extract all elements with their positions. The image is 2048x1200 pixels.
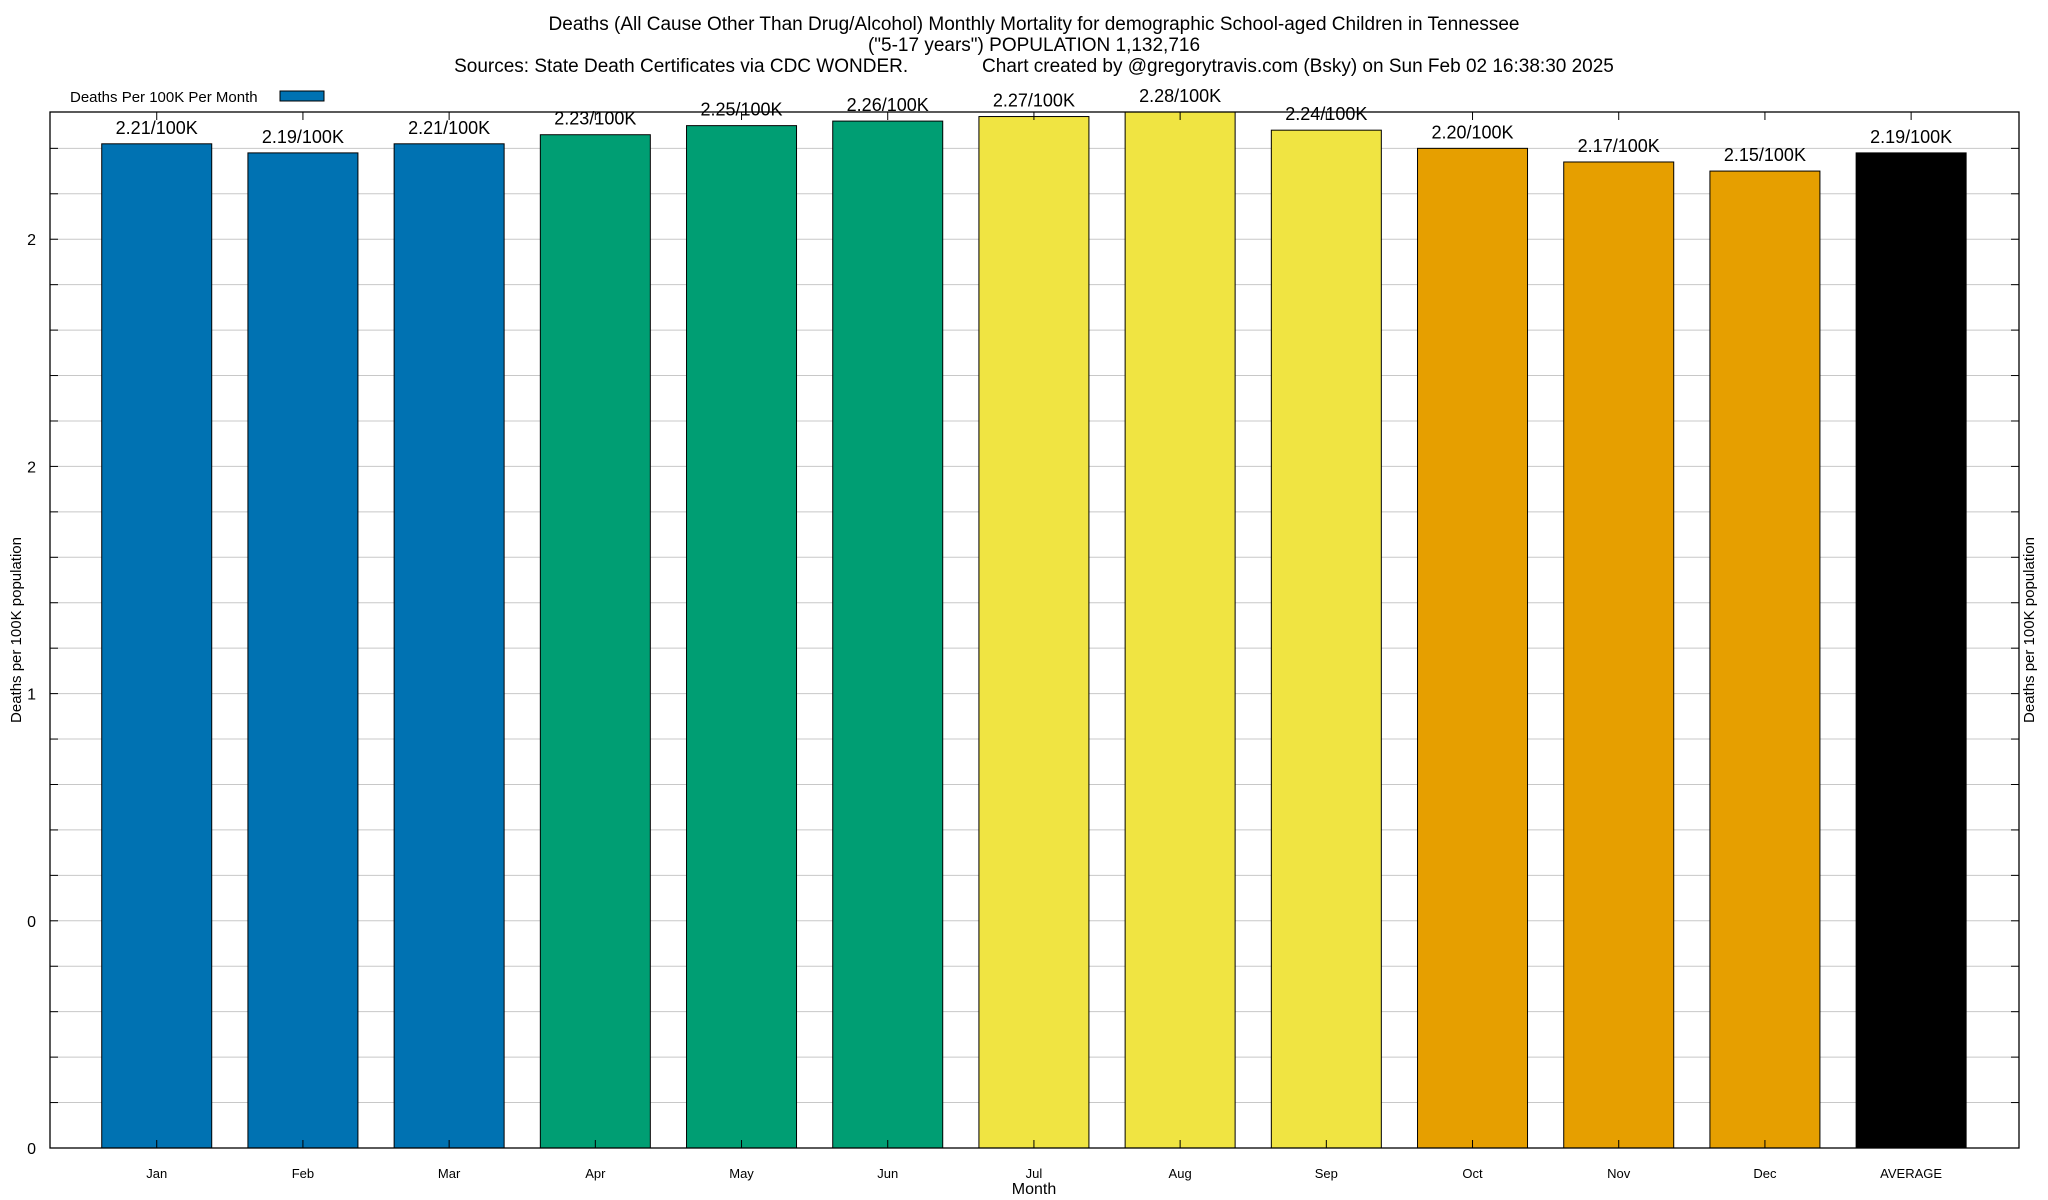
- bar-jan: [101, 143, 213, 1149]
- y2-axis-label: Deaths per 100K population: [2021, 537, 2038, 723]
- y-tick-label: 1: [27, 687, 36, 704]
- bar-sep: [1270, 129, 1382, 1149]
- bar-average: [1855, 152, 1967, 1149]
- data-label: 2.17/100K: [1578, 136, 1660, 156]
- y-tick-label: 0: [27, 1141, 36, 1158]
- legend: Deaths Per 100K Per Month: [70, 89, 325, 106]
- data-label: 2.27/100K: [993, 91, 1075, 111]
- bars: [101, 111, 1967, 1149]
- x-tick-label: Jan: [146, 1166, 167, 1181]
- x-tick-label: AVERAGE: [1880, 1166, 1942, 1181]
- x-tick-label: Apr: [585, 1166, 606, 1181]
- data-label: 2.25/100K: [700, 100, 782, 120]
- bar-apr: [539, 134, 651, 1149]
- data-label: 2.20/100K: [1431, 122, 1513, 142]
- legend-label: Deaths Per 100K Per Month: [70, 89, 258, 106]
- y-tick-label: 2: [27, 232, 36, 249]
- x-tick-label: Sep: [1315, 1166, 1338, 1181]
- x-axis-label: Month: [1012, 1181, 1056, 1198]
- title-line-3: Sources: State Death Certificates via CD…: [454, 56, 1614, 77]
- bar-feb: [247, 152, 359, 1149]
- bar-nov: [1563, 161, 1675, 1149]
- y-tick-label: 0: [27, 914, 36, 931]
- x-tick-label: Oct: [1462, 1166, 1483, 1181]
- bar-mar: [393, 143, 505, 1149]
- bar-oct: [1417, 147, 1529, 1149]
- plot-frame: [49, 111, 2020, 1149]
- data-label: 2.19/100K: [1870, 127, 1952, 147]
- x-tick-label: Aug: [1169, 1166, 1192, 1181]
- title-line-2: ("5-17 years") POPULATION 1,132,716: [868, 35, 1200, 56]
- x-tick-label: May: [729, 1166, 754, 1181]
- chart-title: Deaths (All Cause Other Than Drug/Alcoho…: [454, 14, 1614, 77]
- data-label: 2.15/100K: [1724, 145, 1806, 165]
- x-tick-label: Nov: [1607, 1166, 1631, 1181]
- x-tick-label: Jul: [1026, 1166, 1043, 1181]
- bar-dec: [1709, 170, 1821, 1149]
- data-label: 2.21/100K: [408, 118, 490, 138]
- data-label: 2.21/100K: [116, 118, 198, 138]
- data-label: 2.28/100K: [1139, 86, 1221, 106]
- data-labels: 2.21/100K 2.19/100K 2.21/100K 2.23/100K 2.25…: [116, 86, 1952, 165]
- legend-swatch: [279, 90, 325, 102]
- data-label: 2.19/100K: [262, 127, 344, 147]
- bar-may: [686, 125, 798, 1149]
- bar-jul: [978, 116, 1090, 1149]
- bar-aug: [1124, 111, 1236, 1149]
- data-label: 2.26/100K: [847, 95, 929, 115]
- x-tick-label: Jun: [877, 1166, 898, 1181]
- y-tick-label: 2: [27, 459, 36, 476]
- y-axis-label: Deaths per 100K population: [8, 537, 25, 723]
- axis-ticks: 0 0 1 2 2 Jan Feb Mar Apr May Jun Jul Aug Sep Oct Nov De…: [27, 112, 2019, 1181]
- x-tick-label: Feb: [292, 1166, 314, 1181]
- title-line-1: Deaths (All Cause Other Than Drug/Alcoho…: [549, 14, 1520, 35]
- x-tick-label: Mar: [438, 1166, 461, 1181]
- x-tick-label: Dec: [1753, 1166, 1777, 1181]
- bar-jun: [832, 120, 944, 1149]
